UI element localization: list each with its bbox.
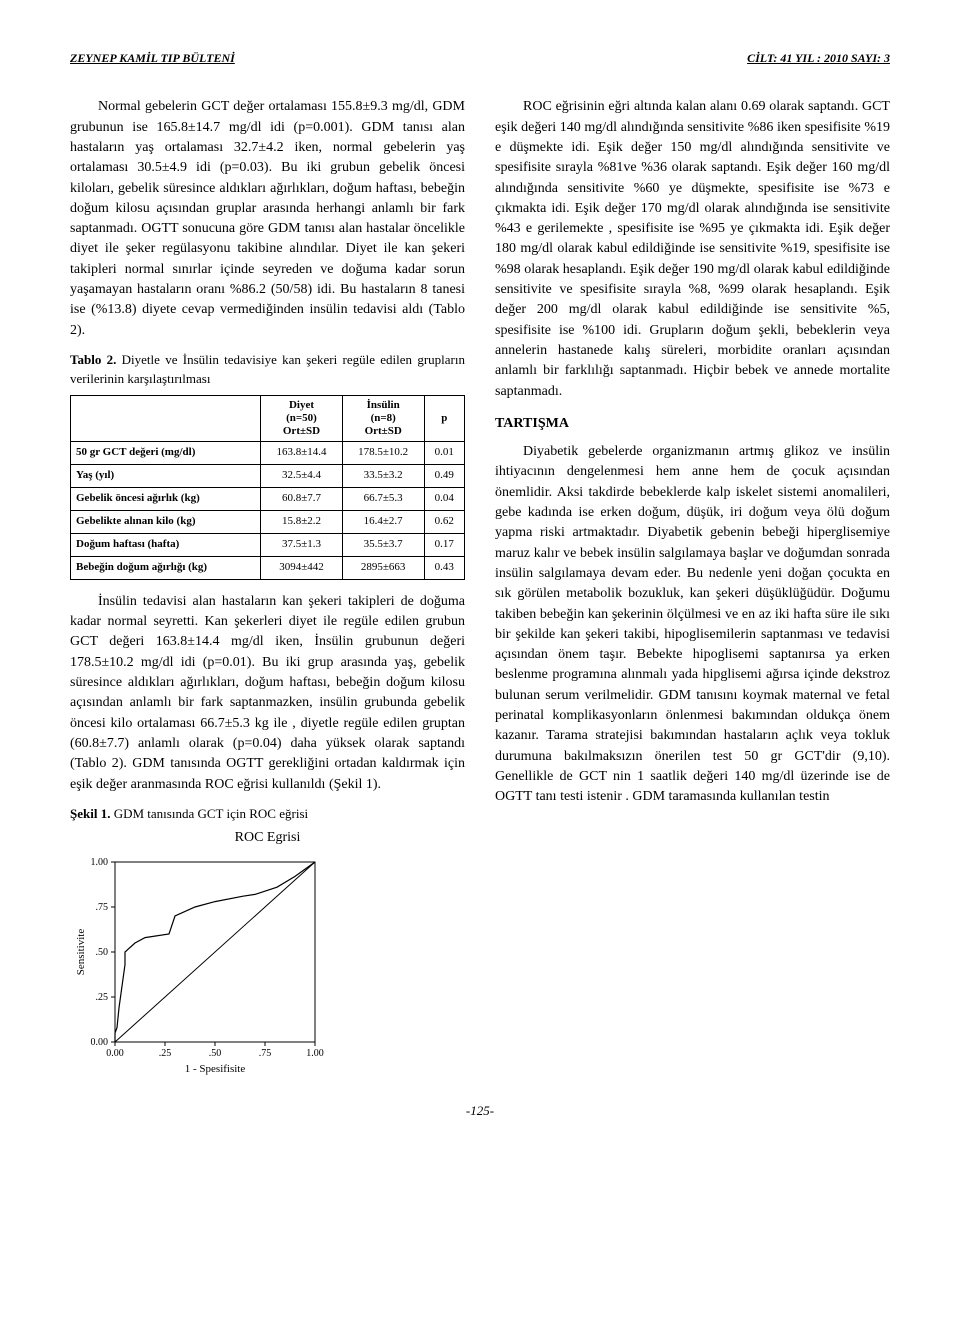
- table2-caption-bold: Tablo 2.: [70, 352, 116, 367]
- left-column: Normal gebelerin GCT değer ortalaması 15…: [70, 97, 465, 1082]
- table-cell: 66.7±5.3: [342, 488, 424, 511]
- table-cell: 178.5±10.2: [342, 442, 424, 465]
- table2-caption-text: Diyetle ve İnsülin tedavisiye kan şekeri…: [70, 352, 465, 386]
- table2-header: İnsülin(n=8)Ort±SD: [342, 395, 424, 442]
- table-cell: Gebelik öncesi ağırlık (kg): [71, 488, 261, 511]
- table-cell: 60.8±7.7: [261, 488, 343, 511]
- svg-text:.75: .75: [96, 902, 109, 913]
- table2-header: p: [424, 395, 464, 442]
- table-cell: Doğum haftası (hafta): [71, 533, 261, 556]
- figure1-caption-text: GDM tanısında GCT için ROC eğrisi: [110, 806, 308, 821]
- table-cell: Gebelikte alınan kilo (kg): [71, 511, 261, 534]
- left-para-1: Normal gebelerin GCT değer ortalaması 15…: [70, 97, 465, 341]
- table-cell: 16.4±2.7: [342, 511, 424, 534]
- header-left: ZEYNEP KAMİL TIP BÜLTENİ: [70, 50, 235, 67]
- table2-header: Diyet(n=50)Ort±SD: [261, 395, 343, 442]
- svg-text:.50: .50: [96, 947, 109, 958]
- table-cell: 0.49: [424, 465, 464, 488]
- table-cell: 3094±442: [261, 556, 343, 579]
- right-para-2: Diyabetik gebelerde organizmanın artmış …: [495, 442, 890, 807]
- table-cell: 50 gr GCT değeri (mg/dl): [71, 442, 261, 465]
- svg-text:.25: .25: [159, 1048, 172, 1059]
- figure1-caption-bold: Şekil 1.: [70, 806, 110, 821]
- table-cell: 0.43: [424, 556, 464, 579]
- svg-text:1.00: 1.00: [91, 857, 109, 868]
- roc-chart: ROC Egrisi 0.00 .25 .50 .75 1.00 0.00 .25 .50 .7…: [70, 828, 465, 1082]
- table-cell: 32.5±4.4: [261, 465, 343, 488]
- figure1-caption: Şekil 1. GDM tanısında GCT için ROC eğri…: [70, 805, 465, 824]
- table-row: Yaş (yıl)32.5±4.433.5±3.20.49: [71, 465, 465, 488]
- svg-text:1.00: 1.00: [306, 1048, 324, 1059]
- svg-text:Sensitivite: Sensitivite: [75, 929, 87, 976]
- table-cell: 33.5±3.2: [342, 465, 424, 488]
- table-row: Gebelik öncesi ağırlık (kg)60.8±7.766.7±…: [71, 488, 465, 511]
- table-cell: 0.62: [424, 511, 464, 534]
- table-2: Diyet(n=50)Ort±SDİnsülin(n=8)Ort±SDp50 g…: [70, 395, 465, 580]
- table-row: Gebelikte alınan kilo (kg)15.8±2.216.4±2…: [71, 511, 465, 534]
- table-cell: Yaş (yıl): [71, 465, 261, 488]
- table-cell: 2895±663: [342, 556, 424, 579]
- svg-text:.75: .75: [259, 1048, 272, 1059]
- left-para-2: İnsülin tedavisi alan hastaların kan şek…: [70, 592, 465, 795]
- table-row: Doğum haftası (hafta)37.5±1.335.5±3.70.1…: [71, 533, 465, 556]
- right-para-1: ROC eğrisinin eğri altında kalan alanı 0…: [495, 97, 890, 401]
- table-cell: 15.8±2.2: [261, 511, 343, 534]
- table-cell: 0.04: [424, 488, 464, 511]
- svg-text:.50: .50: [209, 1048, 222, 1059]
- roc-title: ROC Egrisi: [70, 828, 465, 848]
- page-number: -125-: [70, 1102, 890, 1121]
- right-column: ROC eğrisinin eğri altında kalan alanı 0…: [495, 97, 890, 1082]
- roc-svg: 0.00 .25 .50 .75 1.00 0.00 .25 .50 .75 1.00 1 - Sp…: [70, 852, 330, 1082]
- table-cell: 37.5±1.3: [261, 533, 343, 556]
- section-title-tartisma: TARTIŞMA: [495, 414, 890, 434]
- header-right: CİLT: 41 YIL : 2010 SAYI: 3: [747, 50, 890, 67]
- table-cell: 0.01: [424, 442, 464, 465]
- table-cell: 35.5±3.7: [342, 533, 424, 556]
- table-cell: 0.17: [424, 533, 464, 556]
- table2-caption: Tablo 2. Diyetle ve İnsülin tedavisiye k…: [70, 351, 465, 389]
- table-row: Bebeğin doğum ağırlığı (kg)3094±4422895±…: [71, 556, 465, 579]
- table-row: 50 gr GCT değeri (mg/dl)163.8±14.4178.5±…: [71, 442, 465, 465]
- table2-header: [71, 395, 261, 442]
- table-cell: 163.8±14.4: [261, 442, 343, 465]
- svg-text:.25: .25: [96, 992, 109, 1003]
- svg-text:0.00: 0.00: [106, 1048, 124, 1059]
- svg-text:0.00: 0.00: [91, 1037, 109, 1048]
- svg-text:1 - Spesifisite: 1 - Spesifisite: [185, 1063, 246, 1075]
- table-cell: Bebeğin doğum ağırlığı (kg): [71, 556, 261, 579]
